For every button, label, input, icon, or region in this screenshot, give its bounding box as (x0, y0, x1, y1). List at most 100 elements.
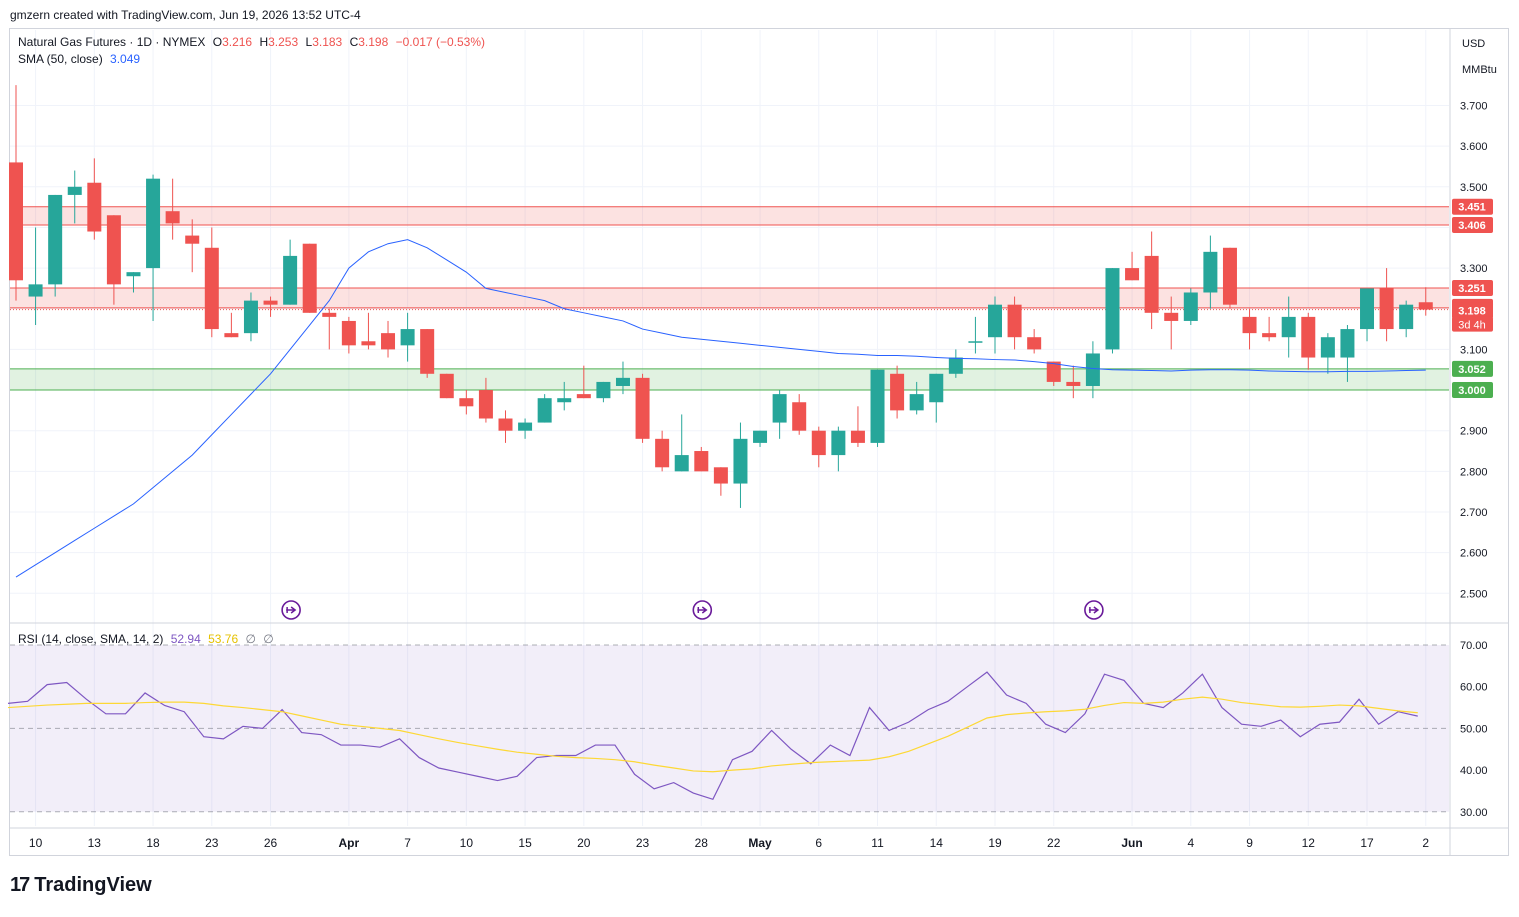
candle (948, 349, 963, 378)
sma-value: 3.049 (110, 52, 141, 66)
candle (263, 296, 278, 317)
change-label: −0.017 (−0.53%) (395, 35, 486, 49)
candle (439, 373, 454, 399)
candle (792, 394, 807, 435)
candle (48, 194, 63, 297)
candle (106, 215, 121, 305)
candle (381, 320, 396, 358)
candle-body (1066, 381, 1081, 386)
candle (28, 227, 43, 326)
candle (1262, 316, 1277, 342)
candle-body (1144, 255, 1159, 313)
zone-layer (10, 206, 1449, 391)
price-zone (10, 206, 1449, 226)
candle (850, 406, 865, 447)
price-tick-label: 2.800 (1460, 466, 1488, 478)
candle-body (1360, 288, 1375, 330)
candle (283, 239, 298, 305)
candle (1399, 300, 1414, 338)
rsi-layer (7, 644, 1449, 813)
time-tick-label: 17 (1360, 836, 1374, 850)
countdown-label: 3d 4h (1452, 316, 1493, 332)
level-label-text: 3.000 (1458, 385, 1486, 397)
time-tick-label: 10 (460, 836, 474, 850)
candle-body (596, 381, 611, 399)
candle (322, 308, 337, 350)
time-tick-label: May (748, 836, 772, 850)
candle-body (850, 430, 865, 443)
level-label-text: 3.406 (1458, 220, 1486, 232)
unit-label[interactable]: MMBtu (1462, 64, 1497, 76)
candle (185, 219, 200, 273)
candle-body (224, 333, 239, 338)
candle-body (1007, 304, 1022, 338)
marker-layer (281, 600, 1104, 620)
candle (302, 243, 317, 313)
rsi-label: RSI (14, close, SMA, 14, 2) (18, 632, 164, 646)
candle (713, 467, 728, 496)
candle-body (381, 333, 396, 350)
low-label: L3.183 (305, 35, 343, 49)
candle-body (146, 178, 161, 269)
price-tick-label: 2.900 (1460, 426, 1488, 438)
candle-body (733, 438, 748, 484)
candle (831, 426, 846, 472)
candle (1301, 312, 1316, 370)
candle (1007, 296, 1022, 350)
candle-body (1418, 302, 1433, 310)
level-label-bg (1452, 280, 1493, 297)
time-tick-label: 4 (1187, 836, 1194, 850)
time-tick-label: 23 (205, 836, 219, 850)
candle (694, 446, 709, 472)
candle-body (615, 377, 630, 386)
candle-body (302, 243, 317, 313)
time-tick-label: Jun (1121, 836, 1142, 850)
candle-body (1203, 251, 1218, 293)
candle-body (909, 394, 924, 411)
price-tick-label: 2.500 (1460, 588, 1488, 600)
close-label: C3.198 (349, 35, 389, 49)
candle (1144, 231, 1159, 330)
level-label-bg (1452, 382, 1493, 399)
tradingview-logo[interactable]: 17 TradingView (10, 874, 152, 897)
candle (733, 422, 748, 508)
candle-body (28, 284, 43, 297)
candle-body (263, 300, 278, 305)
candle (1085, 341, 1100, 399)
candle-body (283, 255, 298, 305)
candle (126, 272, 141, 293)
candle-body (988, 304, 1002, 338)
candle (635, 373, 650, 443)
event-marker-icon (692, 600, 713, 620)
candle (1242, 308, 1257, 350)
level-price-label: 3.000 (1452, 382, 1493, 399)
candle (1164, 296, 1179, 350)
candle (341, 316, 356, 354)
candle-body (1262, 333, 1277, 338)
currency-label[interactable]: USD (1462, 38, 1486, 50)
candle (1379, 268, 1394, 342)
candle-body (165, 211, 180, 224)
price-tick-label: 2.600 (1460, 548, 1488, 560)
price-tick-label: 3.700 (1460, 101, 1488, 113)
candle-body (1222, 247, 1237, 305)
candle (478, 377, 493, 423)
tradingview-mark-icon: 17 (10, 874, 30, 896)
event-marker-icon (281, 600, 301, 620)
price-tick-label: 2.700 (1460, 507, 1488, 519)
level-price-label: 3.406 (1452, 217, 1493, 234)
candle-body (1301, 316, 1316, 358)
candle (890, 365, 905, 419)
candle (1203, 235, 1218, 309)
level-label-text: 3.251 (1458, 283, 1486, 295)
candle (87, 158, 102, 240)
price-zone (10, 288, 1449, 308)
candle-body (106, 215, 121, 285)
time-tick-label: 18 (146, 836, 160, 850)
candle-body (831, 430, 846, 456)
candle-body (772, 394, 787, 423)
candle-body (968, 341, 983, 343)
candle (361, 312, 376, 350)
candle-body (498, 418, 513, 431)
